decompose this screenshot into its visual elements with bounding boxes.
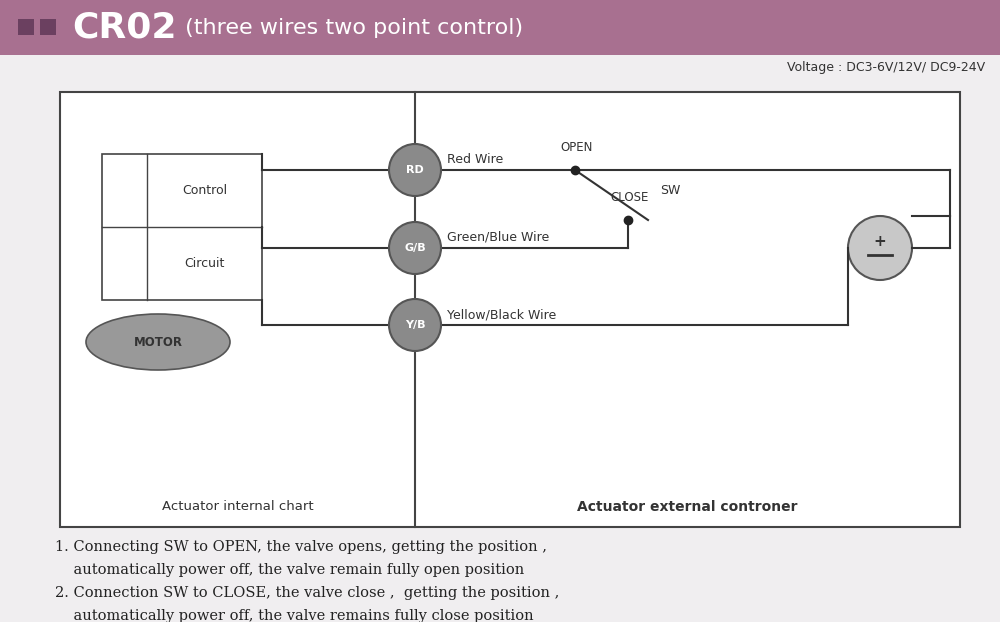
FancyBboxPatch shape bbox=[40, 19, 56, 35]
Text: Yellow/Black Wire: Yellow/Black Wire bbox=[447, 308, 556, 321]
Circle shape bbox=[389, 144, 441, 196]
Text: SW: SW bbox=[660, 183, 680, 197]
FancyBboxPatch shape bbox=[0, 0, 1000, 55]
Text: Voltage : DC3-6V/12V/ DC9-24V: Voltage : DC3-6V/12V/ DC9-24V bbox=[787, 60, 985, 73]
Text: 2. Connection SW to CLOSE, the valve close ,  getting the position ,: 2. Connection SW to CLOSE, the valve clo… bbox=[55, 586, 559, 600]
Text: CLOSE: CLOSE bbox=[611, 191, 649, 204]
Circle shape bbox=[848, 216, 912, 280]
Text: +: + bbox=[874, 233, 886, 249]
Text: automatically power off, the valve remain fully open position: automatically power off, the valve remai… bbox=[55, 563, 524, 577]
Text: Green/Blue Wire: Green/Blue Wire bbox=[447, 231, 549, 244]
Text: (three wires two point control): (three wires two point control) bbox=[178, 17, 523, 37]
Text: MOTOR: MOTOR bbox=[134, 335, 182, 348]
FancyBboxPatch shape bbox=[18, 19, 34, 35]
Circle shape bbox=[389, 299, 441, 351]
Text: OPEN: OPEN bbox=[561, 141, 593, 154]
Ellipse shape bbox=[86, 314, 230, 370]
FancyBboxPatch shape bbox=[60, 92, 960, 527]
Text: Actuator internal chart: Actuator internal chart bbox=[162, 501, 313, 514]
Text: G/B: G/B bbox=[404, 243, 426, 253]
Text: 1. Connecting SW to OPEN, the valve opens, getting the position ,: 1. Connecting SW to OPEN, the valve open… bbox=[55, 540, 547, 554]
Text: Circuit: Circuit bbox=[184, 257, 225, 270]
Text: Control: Control bbox=[182, 184, 227, 197]
FancyBboxPatch shape bbox=[102, 154, 262, 300]
Text: automatically power off, the valve remains fully close position: automatically power off, the valve remai… bbox=[55, 609, 534, 622]
Text: RD: RD bbox=[406, 165, 424, 175]
Text: Red Wire: Red Wire bbox=[447, 153, 503, 166]
Text: CR02: CR02 bbox=[72, 11, 176, 45]
Text: Actuator external controner: Actuator external controner bbox=[577, 500, 798, 514]
Circle shape bbox=[389, 222, 441, 274]
Text: Y/B: Y/B bbox=[405, 320, 425, 330]
